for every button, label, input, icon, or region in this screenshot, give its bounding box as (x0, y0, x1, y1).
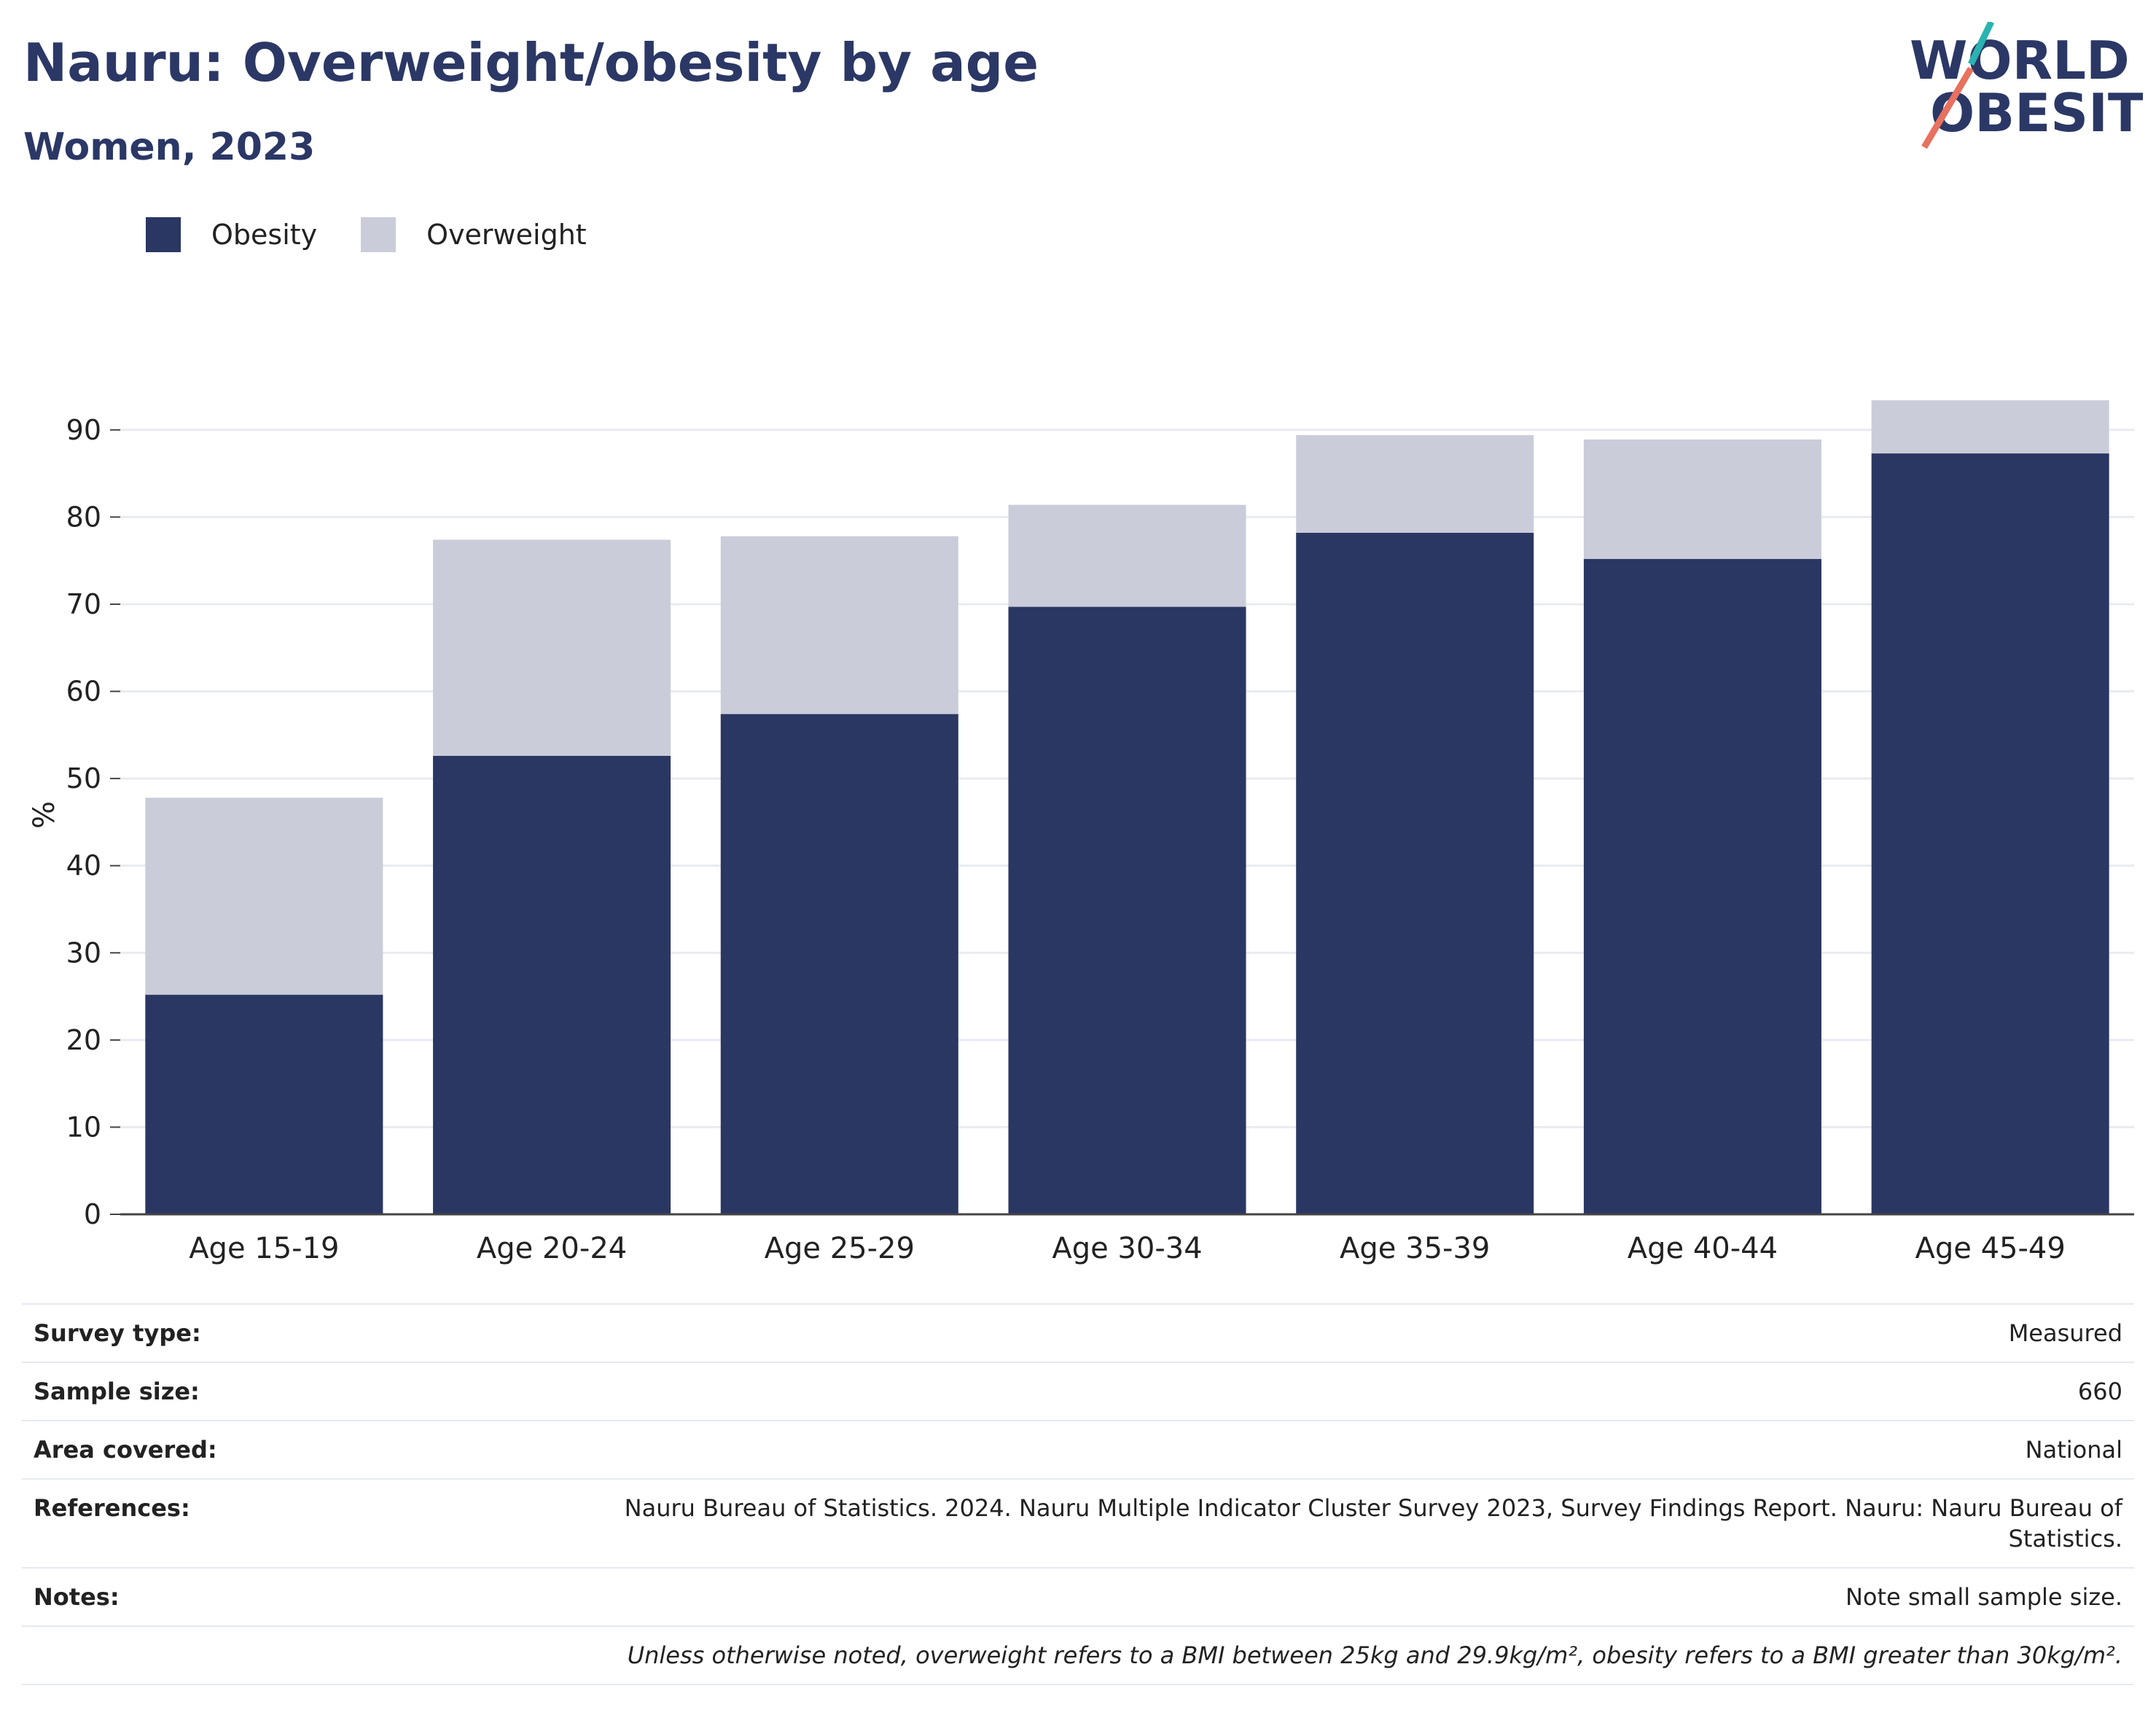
info-row-footnote: Unless otherwise noted, overweight refer… (22, 1626, 2134, 1685)
info-label: References: (22, 1479, 555, 1569)
definition-footnote: Unless otherwise noted, overweight refer… (555, 1626, 2134, 1685)
info-label: Area covered: (22, 1421, 555, 1480)
y-tick-label: 70 (66, 588, 101, 620)
chart-title: Nauru: Overweight/obesity by age (23, 32, 1039, 93)
y-tick-label: 30 (66, 937, 101, 969)
info-empty (22, 1626, 555, 1685)
bar-obesity-age-35-39 (1296, 532, 1534, 1214)
x-tick-label: Age 45-49 (1915, 1232, 2065, 1265)
chart-subtitle: Women, 2023 (23, 125, 316, 169)
logo-slash-top (1967, 22, 1995, 66)
legend-label-obesity: Obesity (211, 219, 318, 251)
y-tick-label: 80 (66, 501, 101, 533)
info-value: Note small sample size. (555, 1568, 2134, 1627)
info-label: Notes: (22, 1568, 555, 1627)
y-tick-label: 60 (66, 676, 101, 708)
y-tick-label: 20 (66, 1024, 101, 1056)
chart-legend: Obesity Overweight (146, 217, 630, 252)
info-row-references: References: Nauru Bureau of Statistics. … (22, 1479, 2134, 1569)
info-row-notes: Notes: Note small sample size. (22, 1568, 2134, 1627)
legend-swatch-obesity (146, 217, 181, 252)
y-tick-label: 40 (66, 850, 101, 882)
x-tick-label: Age 40-44 (1628, 1232, 1778, 1265)
bar-overweight-age-45-49 (1871, 400, 2109, 454)
info-row-survey-type: Survey type: Measured (22, 1303, 2134, 1363)
info-row-sample-size: Sample size: 660 (22, 1362, 2134, 1421)
bar-overweight-age-30-34 (1008, 504, 1246, 607)
legend-swatch-overweight (361, 217, 397, 252)
bar-overweight-age-35-39 (1296, 434, 1534, 533)
y-axis-title: % (28, 801, 61, 829)
legend-item-overweight[interactable]: Overweight (361, 217, 587, 252)
info-label: Sample size: (22, 1362, 555, 1421)
survey-info-table: Survey type: Measured Sample size: 660 A… (22, 1303, 2134, 1685)
bar-overweight-age-20-24 (433, 539, 671, 757)
x-tick-label: Age 30-34 (1052, 1232, 1202, 1265)
bar-obesity-age-30-34 (1008, 606, 1246, 1214)
logo-line-2: OBESITY (1930, 82, 2143, 144)
logo-line-1: WORLD (1910, 30, 2130, 91)
world-obesity-logo: WORLD OBESITY (1910, 22, 2143, 149)
y-tick-label: 0 (84, 1198, 101, 1230)
info-value: 660 (555, 1362, 2134, 1421)
y-tick-label: 50 (66, 762, 101, 794)
bar-obesity-age-15-19 (145, 994, 383, 1214)
bar-obesity-age-45-49 (1871, 453, 2109, 1214)
x-tick-label: Age 25-29 (765, 1232, 915, 1265)
bar-overweight-age-15-19 (145, 797, 383, 995)
x-tick-label: Age 20-24 (477, 1232, 627, 1265)
bar-obesity-age-20-24 (433, 756, 671, 1214)
info-value: National (555, 1421, 2134, 1480)
y-tick-label: 10 (66, 1111, 101, 1143)
bar-obesity-age-25-29 (720, 714, 958, 1214)
info-value: Nauru Bureau of Statistics. 2024. Nauru … (555, 1479, 2134, 1569)
legend-label-overweight: Overweight (426, 219, 587, 251)
legend-item-obesity[interactable]: Obesity (146, 217, 317, 252)
bar-obesity-age-40-44 (1583, 558, 1821, 1214)
x-tick-label: Age 35-39 (1340, 1232, 1490, 1265)
bar-chart: 0 10 20 30 40 50 60 70 80 90% Age 15-19 Age 20-24 Ag… (28, 400, 2134, 1265)
logo-slash-bottom (1921, 66, 1974, 149)
bar-overweight-age-25-29 (720, 536, 958, 714)
x-tick-label: Age 15-19 (189, 1232, 339, 1265)
info-label: Survey type: (22, 1303, 555, 1363)
info-row-area-covered: Area covered: National (22, 1421, 2134, 1480)
y-tick-label: 90 (66, 414, 101, 446)
info-value: Measured (555, 1303, 2134, 1363)
bar-overweight-age-40-44 (1583, 439, 1821, 559)
